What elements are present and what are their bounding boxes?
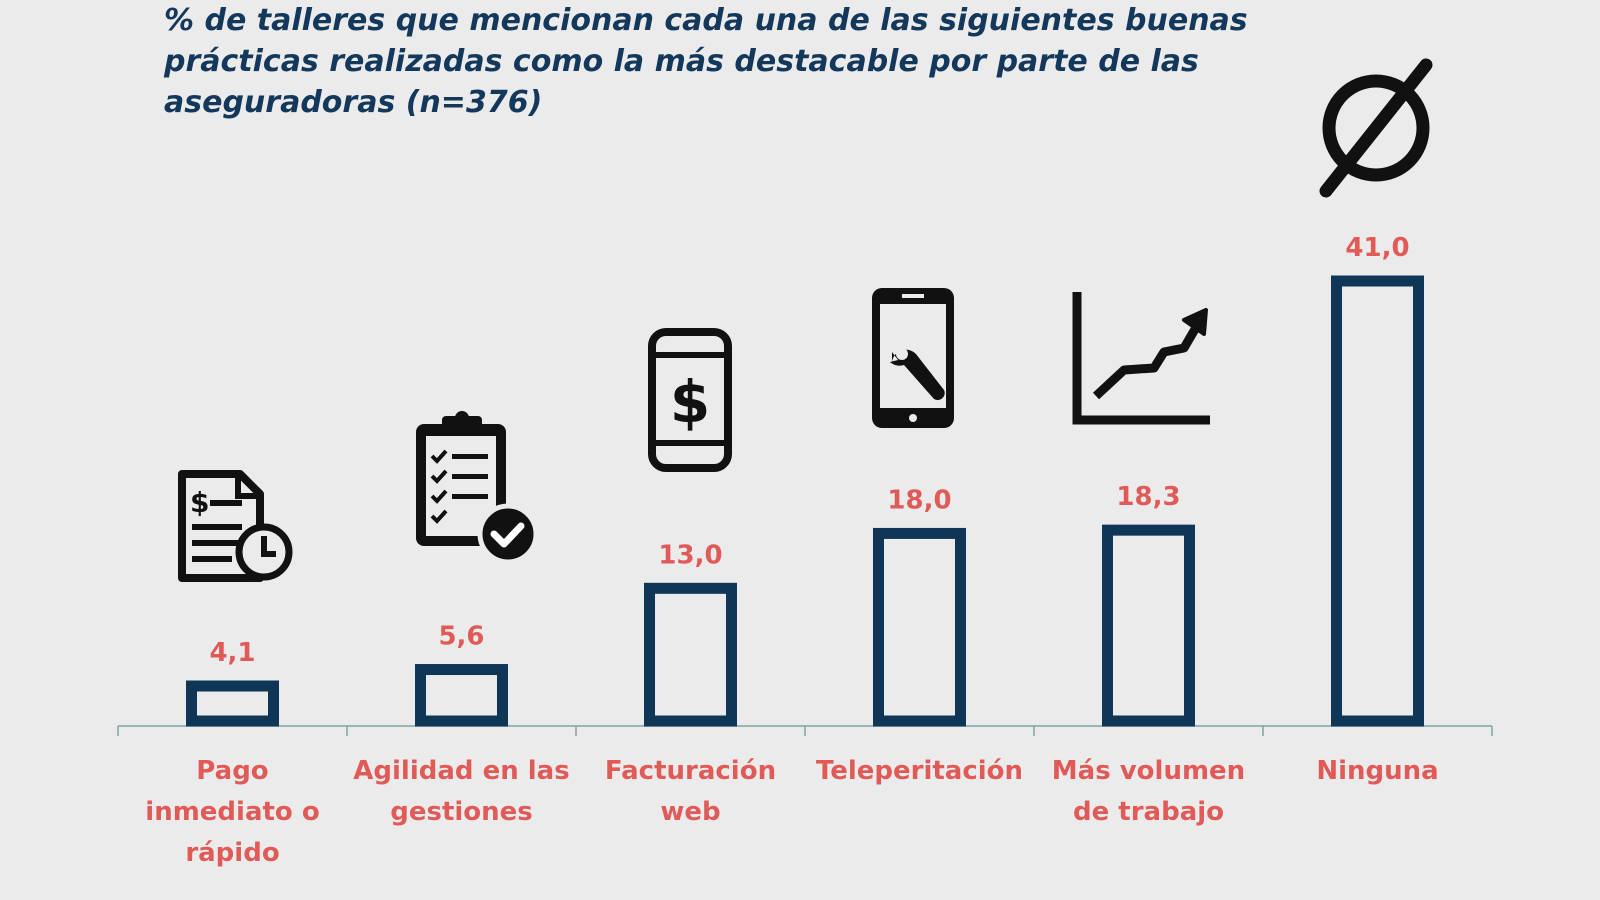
phone-dollar-icon: $: [648, 328, 732, 472]
data-label: 41,0: [1345, 233, 1409, 263]
chart-title: % de talleres que mencionan cada una de …: [164, 3, 1248, 120]
category-tick-label: Pago: [196, 756, 268, 786]
svg-text:$: $: [670, 368, 710, 436]
category-tick-label: web: [660, 797, 720, 827]
data-label: 18,3: [1116, 482, 1180, 512]
data-label: 13,0: [658, 540, 722, 570]
category-tick-label: Teleperitación: [816, 756, 1023, 786]
phone-wrench-icon: [872, 288, 954, 428]
svg-text:$: $: [190, 486, 209, 519]
bar: [415, 664, 508, 727]
category-tick-label: de trabajo: [1073, 797, 1224, 827]
bar: [644, 582, 737, 727]
category-tick-label: Ninguna: [1316, 756, 1438, 786]
empty-set-icon: [1319, 58, 1433, 198]
category-tick-label: gestiones: [390, 797, 533, 827]
bar: [1102, 524, 1195, 727]
growth-chart-icon: [1072, 292, 1210, 425]
category-tick-label: Agilidad en las: [353, 756, 569, 786]
clipboard-check-icon: [416, 411, 539, 565]
category-tick-label: Más volumen: [1052, 756, 1245, 786]
bar: [873, 527, 966, 727]
data-label: 4,1: [209, 638, 255, 668]
data-label: 5,6: [438, 622, 484, 652]
bar: [186, 680, 279, 727]
category-tick-label: inmediato o: [145, 797, 319, 827]
data-label: 18,0: [887, 485, 951, 515]
category-tick-label: rápido: [185, 838, 279, 868]
bar: [1331, 275, 1424, 727]
invoice-clock-icon: $: [178, 470, 293, 582]
category-tick-label: Facturación: [605, 756, 776, 786]
